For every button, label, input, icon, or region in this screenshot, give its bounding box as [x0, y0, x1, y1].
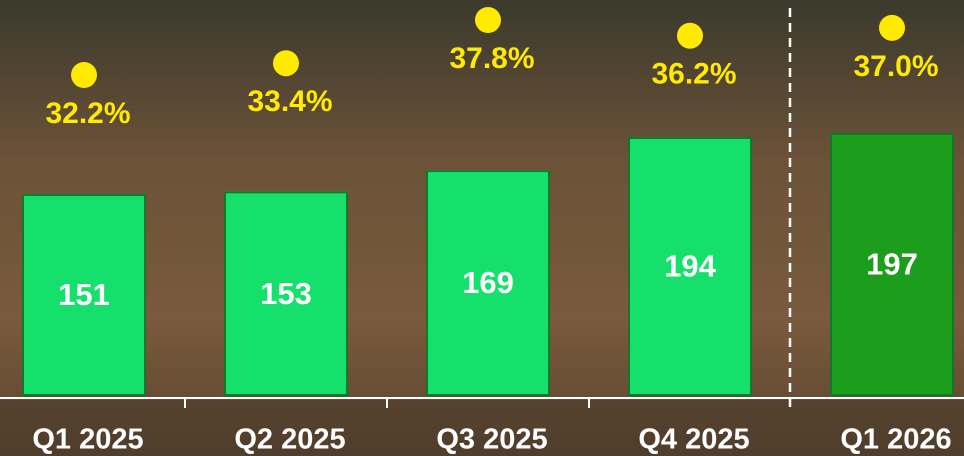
- bar-value-label: 153: [260, 276, 312, 311]
- x-tick-label: Q1 2026: [840, 424, 951, 456]
- bar-value-label: 151: [58, 277, 110, 312]
- bar-value-label: 169: [462, 265, 514, 300]
- rate-label: 37.0%: [853, 50, 938, 83]
- bar: [22, 193, 146, 396]
- background-band: [0, 400, 964, 456]
- x-tick-label: Q4 2025: [638, 424, 749, 456]
- bar-value-label: 197: [866, 247, 918, 282]
- rate-dot: [71, 62, 97, 88]
- bar-value-label: 194: [664, 249, 716, 284]
- rate-dot: [475, 7, 501, 33]
- x-tick-label: Q2 2025: [234, 424, 345, 456]
- rate-dot: [273, 50, 299, 77]
- bar: [224, 191, 348, 396]
- bar: [830, 133, 954, 396]
- x-tick-label: Q3 2025: [436, 424, 547, 456]
- rate-label: 32.2%: [45, 97, 130, 130]
- rate-dot: [677, 22, 703, 49]
- rate-label: 37.8%: [449, 42, 534, 75]
- x-tick-label: Q1 2025: [32, 424, 143, 456]
- bar: [426, 170, 550, 396]
- rate-label: 33.4%: [247, 85, 332, 118]
- rate-label: 36.2%: [651, 58, 736, 91]
- rate-dot: [879, 14, 905, 41]
- bar: [628, 136, 752, 397]
